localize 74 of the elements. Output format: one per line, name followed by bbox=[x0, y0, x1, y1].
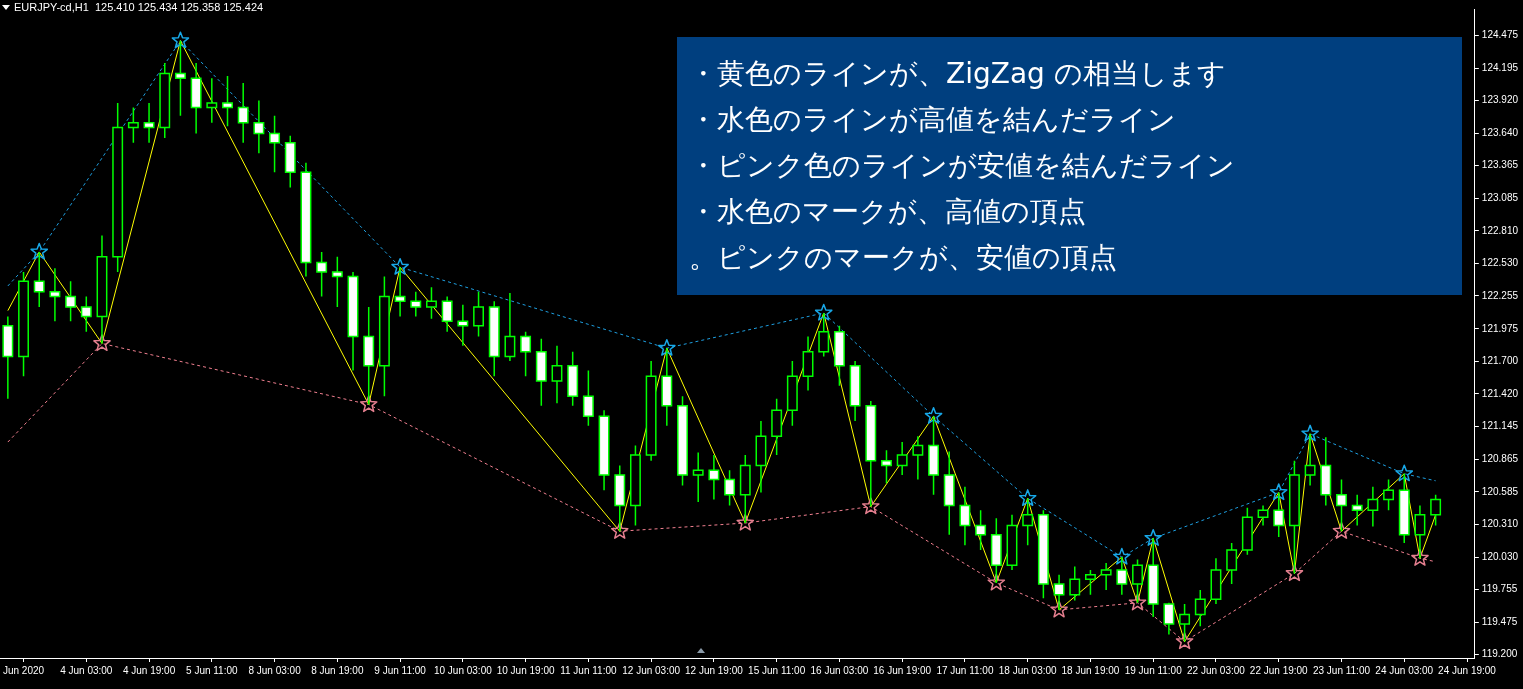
point bbox=[30, 242, 49, 260]
y-tick-label: 121.975 bbox=[1481, 322, 1519, 334]
y-tick-label: 120.865 bbox=[1481, 452, 1519, 464]
point bbox=[610, 522, 629, 539]
point bbox=[1301, 424, 1319, 442]
point bbox=[924, 406, 943, 424]
x-tick-label: 16 Jun 03:00 bbox=[810, 664, 869, 676]
y-tick-label: 122.530 bbox=[1481, 257, 1519, 269]
x-tick-label: 22 Jun 19:00 bbox=[1249, 664, 1309, 676]
point bbox=[391, 257, 409, 275]
x-tick-label: 24 Jun 03:00 bbox=[1375, 664, 1434, 676]
annotation: ・黄色のラインが、ZigZag の相当します bbox=[689, 56, 1227, 92]
y-tick-label: 124.195 bbox=[1481, 62, 1519, 74]
x-tick-label: 8 Jun 03:00 bbox=[248, 664, 302, 676]
x-tick-label: 12 Jun 03:00 bbox=[622, 664, 681, 676]
point bbox=[1269, 483, 1288, 501]
y-tick-label: 121.145 bbox=[1481, 419, 1519, 431]
y-tick-label: 123.085 bbox=[1481, 192, 1519, 204]
y-tick-label: 122.810 bbox=[1481, 224, 1519, 236]
x-tick-label: 19 Jun 11:00 bbox=[1124, 664, 1183, 676]
point bbox=[1112, 547, 1131, 565]
point bbox=[1332, 522, 1351, 539]
point bbox=[1144, 529, 1163, 546]
point bbox=[1411, 548, 1429, 566]
x-tick-label: 11 Jun 11:00 bbox=[560, 664, 617, 676]
y-tick-label: 119.475 bbox=[1481, 615, 1518, 627]
y-tick-label: 120.310 bbox=[1481, 517, 1519, 529]
annotation: ・水色のマークが、高値の頂点 bbox=[689, 194, 1087, 230]
point bbox=[814, 303, 833, 321]
annotation: ・水色のラインが高値を結んだライン bbox=[689, 102, 1177, 138]
y-tick-label: 119.755 bbox=[1481, 583, 1518, 595]
x-tick-label: 15 Jun 11:00 bbox=[748, 664, 806, 676]
chart-title: EURJPY-cd,H1 125.410 125.434 125.358 125.424 bbox=[14, 1, 264, 13]
annotation: ・ピンク色のラインが安値を結んだライン bbox=[689, 148, 1236, 184]
point bbox=[861, 497, 880, 515]
point bbox=[1395, 464, 1414, 482]
y-tick-label: 122.255 bbox=[1481, 289, 1519, 301]
point bbox=[1285, 564, 1304, 582]
x-tick-label: 4 Jun 19:00 bbox=[122, 664, 176, 676]
y-tick-label: 123.640 bbox=[1481, 127, 1519, 139]
point bbox=[657, 338, 676, 356]
y-tick-label: 120.585 bbox=[1481, 485, 1519, 497]
y-tick-label: 121.700 bbox=[1481, 354, 1519, 366]
y-tick-label: 123.365 bbox=[1481, 159, 1519, 171]
x-tick-label: 9 Jun 11:00 bbox=[374, 664, 427, 676]
x-tick-label: 17 Jun 11:00 bbox=[936, 664, 994, 676]
x-tick-label: 12 Jun 19:00 bbox=[684, 664, 744, 676]
point bbox=[1050, 600, 1068, 618]
point bbox=[1018, 489, 1037, 507]
x-tick-label: 4 Jun 03:00 bbox=[60, 664, 113, 676]
x-tick-label: 23 Jun 11:00 bbox=[1312, 664, 1371, 676]
x-tick-label: 10 Jun 03:00 bbox=[433, 664, 493, 676]
y-tick-label: 121.420 bbox=[1481, 387, 1519, 399]
point bbox=[171, 31, 190, 49]
point bbox=[1175, 632, 1194, 650]
x-tick-label: 10 Jun 19:00 bbox=[496, 664, 555, 676]
point bbox=[736, 513, 755, 531]
point bbox=[359, 395, 378, 413]
x-tick-label: Jun 2020 bbox=[2, 664, 45, 676]
x-tick-label: 16 Jun 19:00 bbox=[873, 664, 932, 676]
x-tick-label: 18 Jun 03:00 bbox=[998, 664, 1058, 676]
y-tick-label: 124.475 bbox=[1481, 29, 1519, 41]
y-tick-label: 123.920 bbox=[1481, 94, 1519, 106]
point bbox=[93, 334, 111, 352]
x-tick-label: 5 Jun 11:00 bbox=[186, 664, 239, 676]
point bbox=[987, 573, 1006, 591]
x-tick-label: 22 Jun 03:00 bbox=[1187, 664, 1246, 676]
y-tick-label: 119.200 bbox=[1481, 648, 1518, 660]
x-tick-label: 18 Jun 19:00 bbox=[1061, 664, 1120, 676]
x-tick-label: 8 Jun 19:00 bbox=[311, 664, 364, 676]
x-tick-label: 24 Jun 19:00 bbox=[1438, 664, 1497, 676]
point bbox=[1128, 593, 1147, 611]
y-tick-label: 120.030 bbox=[1481, 550, 1519, 562]
annotation: 。ピンクのマークが、安値の頂点 bbox=[689, 240, 1118, 276]
